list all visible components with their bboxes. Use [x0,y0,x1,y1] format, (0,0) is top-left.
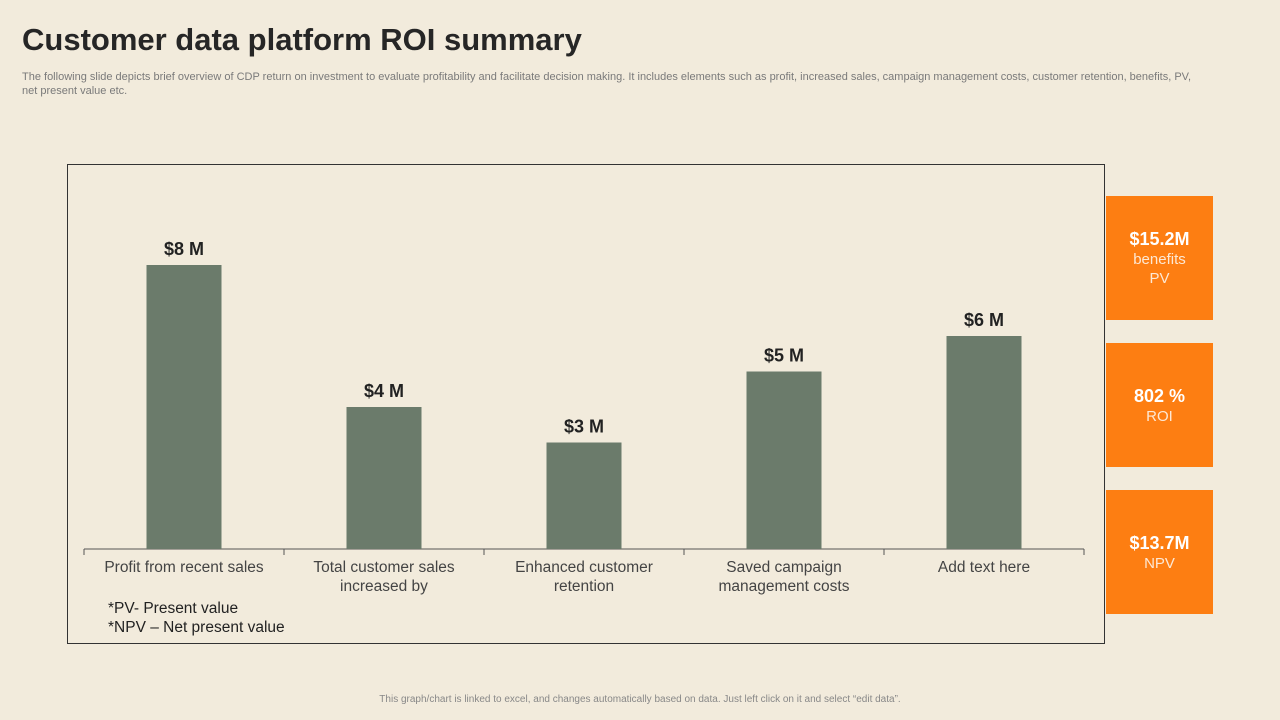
bar-4[interactable] [746,371,822,550]
bar-3[interactable] [546,442,622,550]
category-label-3: Enhanced customer retention [515,559,653,595]
bar-data-label-2: $4 M [364,381,404,401]
kpi-npv-label: NPV [1144,554,1175,572]
category-label-5: Add text here [938,559,1030,576]
chart-panel[interactable]: $8 M Profit from recent sales $4 M Total cu… [67,164,1105,644]
kpi-benefits-value: $15.2M [1129,229,1190,249]
kpi-npv-value: $13.7M [1129,532,1190,553]
kpi-roi: 802 % ROI [1106,343,1213,467]
kpi-benefits-label: benefits [1133,251,1186,268]
bar-5[interactable] [946,336,1022,549]
bar-chart[interactable]: $8 M Profit from recent sales $4 M Total cu… [68,165,1104,643]
chart-notes: *PV- Present value *NPV – Net present va… [108,599,285,637]
bar-1[interactable] [146,265,222,549]
footer-note: This graph/chart is linked to excel, and… [379,694,901,705]
kpi-pv-label: PV [1149,270,1170,287]
bar-data-label-1: $8 M [164,239,204,259]
bar-data-label-5: $6 M [964,310,1004,330]
kpi-benefits-pv: $15.2M benefits PV [1106,196,1213,320]
kpi-roi-value: 802 % [1133,385,1186,406]
page-subtitle: The following slide depicts brief overvi… [22,71,1192,97]
bar-data-label-4: $5 M [764,346,804,366]
note-pv: *PV- Present value [108,600,239,617]
kpi-npv: $13.7M NPV [1106,490,1213,614]
note-npv: *NPV – Net present value [108,619,285,636]
category-label-2: Total customer sales increased by [313,559,455,595]
bar-2[interactable] [346,407,422,549]
category-label-4: Saved campaign management costs [719,559,850,595]
category-label-1: Profit from recent sales [104,559,264,576]
page-title: Customer data platform ROI summary [22,22,582,57]
kpi-roi-label: ROI [1146,407,1173,425]
bar-data-label-3: $3 M [564,417,604,437]
